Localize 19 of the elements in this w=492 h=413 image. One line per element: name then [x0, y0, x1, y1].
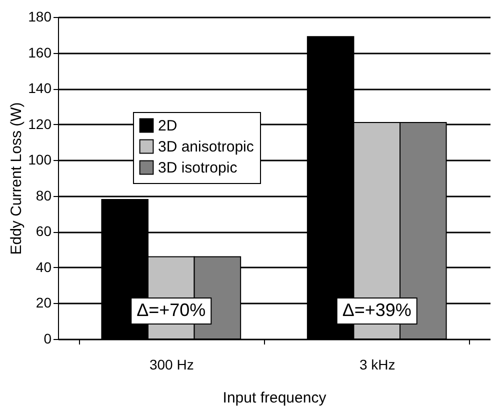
y-tick-label: 100 [28, 152, 52, 168]
y-tick-label: 180 [28, 8, 52, 24]
x-tick-label: 300 Hz [149, 356, 194, 372]
legend-label: 2D [158, 118, 178, 134]
y-tick-label: 120 [28, 116, 52, 132]
y-axis-title: Eddy Current Loss (W) [8, 102, 26, 255]
y-tick-label: 20 [36, 294, 52, 311]
y-tick-label: 60 [36, 223, 52, 240]
y-tick-label: 80 [36, 187, 52, 204]
legend-label: 3D isotropic [158, 160, 238, 176]
legend-label: 3D anisotropic [158, 138, 254, 156]
y-tick-label: 40 [36, 258, 52, 275]
annotation: Δ=+39% [342, 300, 412, 320]
y-tick-label: 140 [28, 80, 52, 96]
x-tick-label: 3 kHz [359, 356, 396, 372]
y-tick-label: 160 [28, 44, 52, 60]
annotation: Δ=+70% [136, 300, 206, 320]
x-axis-title: Input frequency [222, 390, 327, 406]
y-tick-label: 0 [44, 330, 52, 346]
